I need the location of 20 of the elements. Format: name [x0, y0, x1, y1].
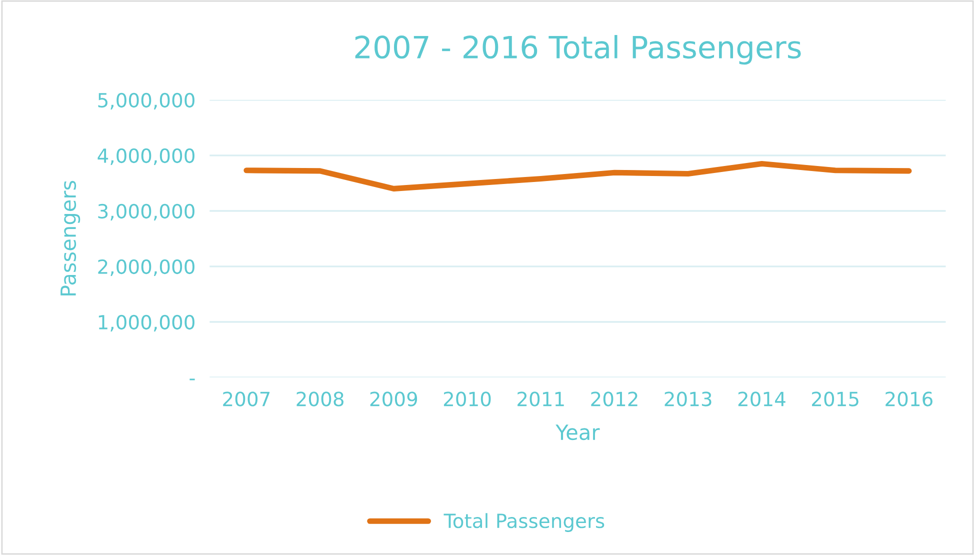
y-tick-label: 4,000,000 [98, 148, 194, 166]
y-tick-label: - [190, 378, 195, 380]
x-tick-label: 2010 [444, 392, 491, 406]
y-tick-label: 1,000,000 [98, 314, 194, 332]
x-tick-label: 2014 [738, 392, 786, 406]
x-tick-label: 2011 [518, 392, 564, 406]
x-tick-label: 2007 [223, 392, 270, 406]
x-tick-label: 2012 [591, 392, 638, 406]
y-axis-title: Passengers [60, 180, 80, 296]
legend-label: Total Passengers [444, 513, 604, 532]
x-tick-label: 2013 [664, 392, 712, 406]
x-tick-label: 2008 [296, 392, 344, 406]
x-tick-label: 2009 [370, 392, 418, 406]
x-tick-label: 2015 [812, 392, 858, 406]
chart-title: 2007 - 2016 Total Passengers [355, 35, 801, 65]
x-tick-label: 2016 [886, 392, 932, 406]
x-axis-title: Year [556, 424, 600, 440]
y-tick-label: 3,000,000 [98, 204, 194, 221]
y-tick-label: 2,000,000 [98, 259, 194, 276]
y-tick-label: 5,000,000 [98, 92, 194, 110]
